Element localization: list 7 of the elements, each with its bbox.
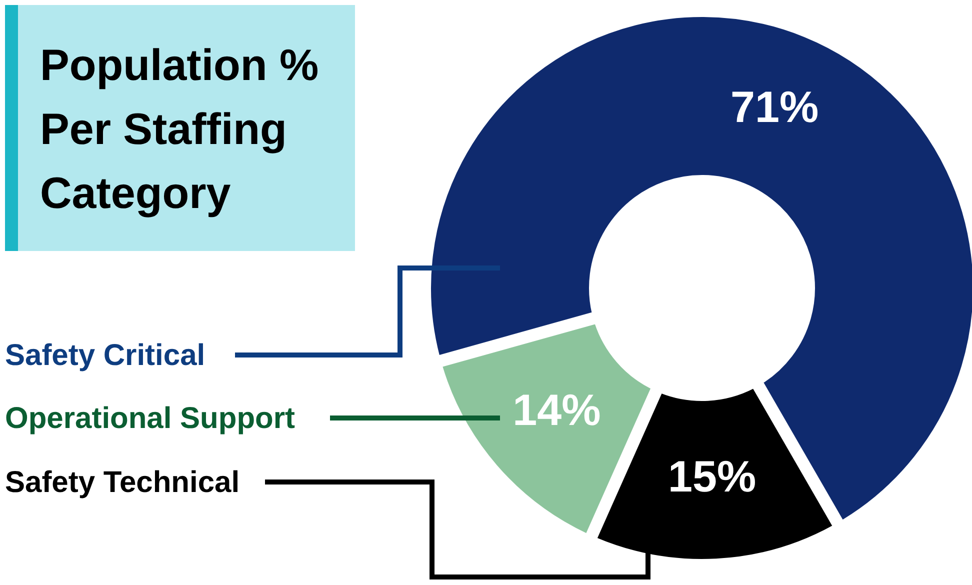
slice-label: Safety Critical (5, 339, 206, 372)
data-label: 15% (668, 452, 756, 502)
text: Population % Per Staffing Category (40, 41, 319, 218)
slice-label: Operational Support (5, 402, 296, 435)
slice-label: Safety Technical (5, 466, 240, 499)
data-label: 71% (730, 82, 819, 132)
data-label: 14% (512, 386, 601, 436)
